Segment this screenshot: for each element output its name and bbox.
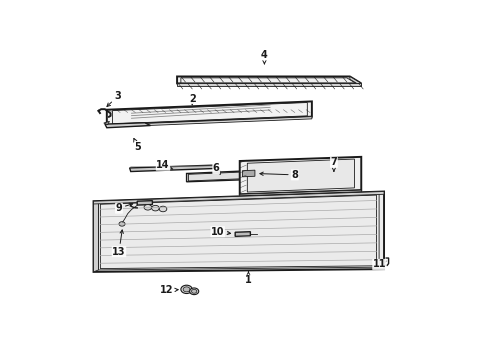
Polygon shape [104, 121, 109, 125]
Polygon shape [94, 201, 98, 272]
Text: 14: 14 [156, 160, 173, 170]
Polygon shape [177, 76, 361, 84]
Polygon shape [94, 192, 384, 204]
Text: 8: 8 [260, 170, 298, 180]
Text: 10: 10 [211, 227, 231, 237]
Polygon shape [177, 84, 361, 86]
Circle shape [192, 289, 197, 293]
Polygon shape [187, 170, 265, 182]
Circle shape [159, 206, 167, 212]
Circle shape [183, 287, 190, 292]
Polygon shape [243, 170, 255, 177]
Polygon shape [240, 190, 361, 197]
Text: 2: 2 [189, 94, 196, 105]
Text: 3: 3 [107, 91, 121, 107]
Text: 12: 12 [160, 285, 178, 296]
Circle shape [119, 222, 125, 226]
Text: 7: 7 [331, 157, 337, 171]
Text: 11: 11 [373, 260, 387, 269]
Polygon shape [240, 157, 361, 194]
Circle shape [190, 288, 199, 294]
Polygon shape [107, 117, 312, 127]
Polygon shape [105, 123, 150, 128]
Text: 1: 1 [245, 272, 252, 285]
Polygon shape [107, 102, 312, 125]
Polygon shape [129, 165, 215, 172]
Circle shape [181, 285, 192, 293]
Circle shape [144, 204, 151, 210]
Polygon shape [247, 159, 354, 192]
Polygon shape [235, 232, 250, 237]
Text: 4: 4 [261, 50, 268, 64]
Text: 13: 13 [112, 230, 126, 257]
Text: 9: 9 [116, 203, 133, 213]
Polygon shape [94, 192, 384, 272]
Polygon shape [350, 76, 361, 86]
Polygon shape [137, 201, 152, 205]
Circle shape [151, 205, 159, 211]
Text: 5: 5 [134, 138, 141, 152]
Text: 6: 6 [213, 163, 220, 174]
